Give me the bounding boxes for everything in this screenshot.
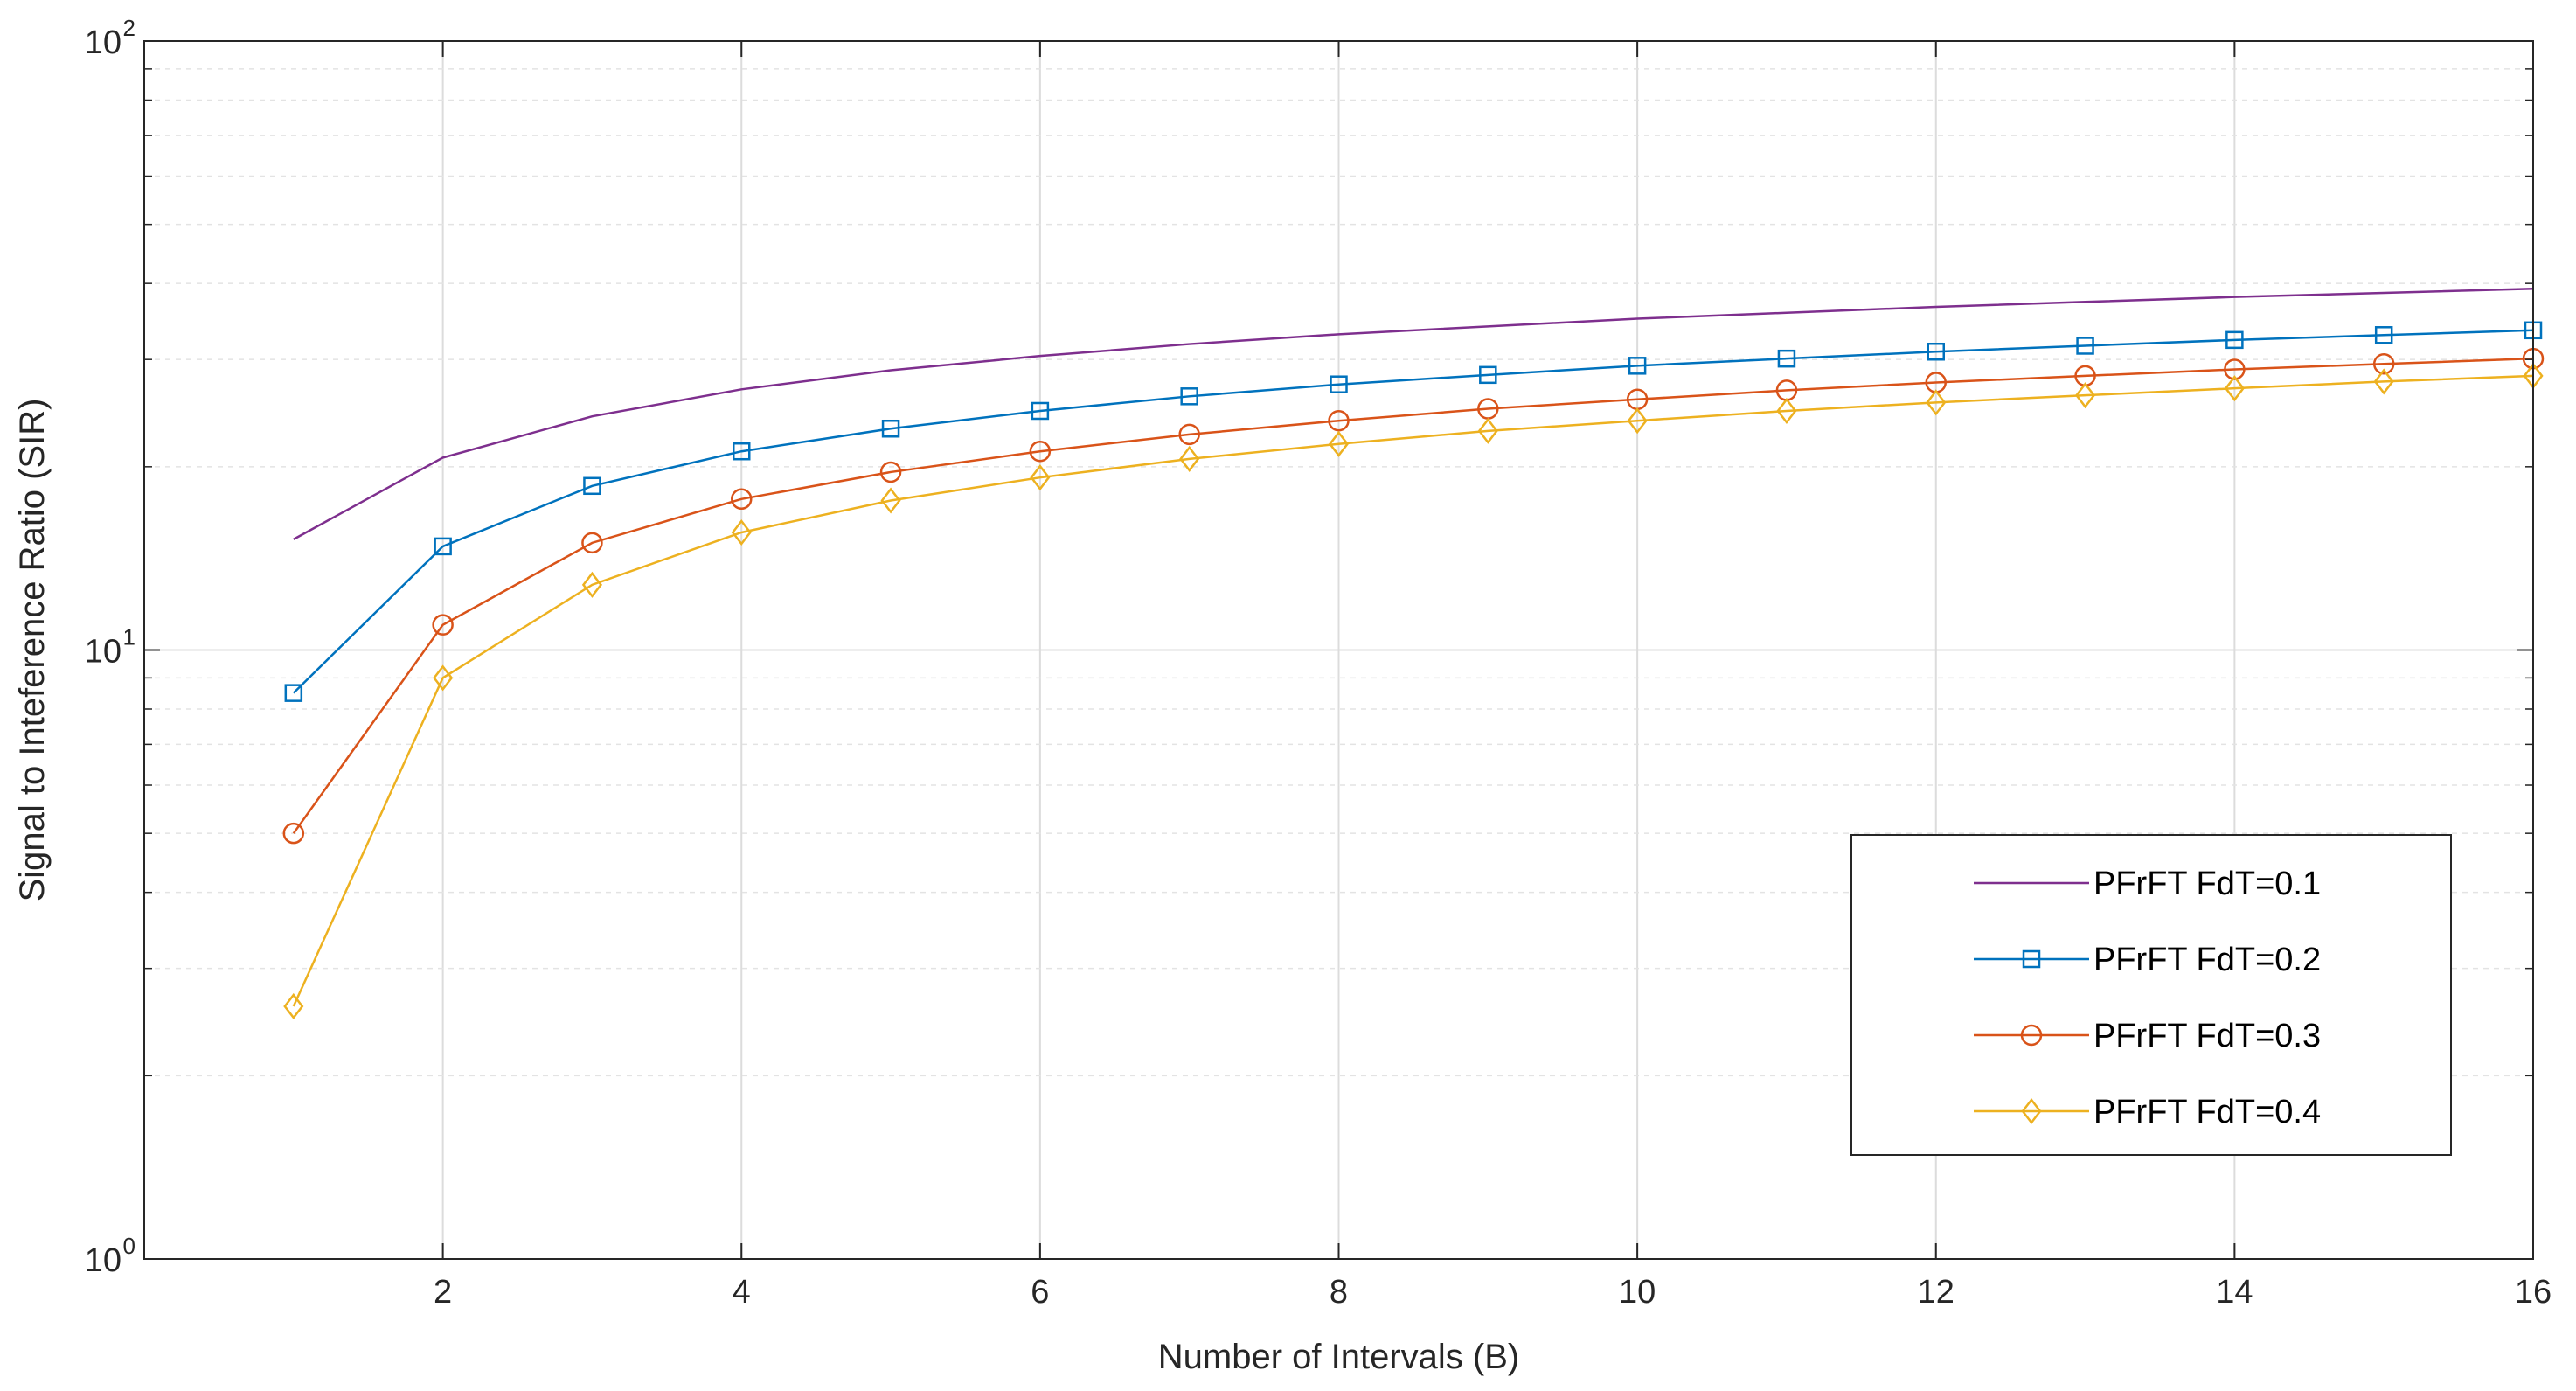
data-point — [2224, 375, 2245, 402]
legend-item: PFrFT FdT=0.3 — [1974, 1018, 2321, 1054]
x-tick-label: 10 — [1619, 1274, 1656, 1311]
data-point — [432, 614, 454, 636]
x-tick-label: 8 — [1330, 1274, 1348, 1311]
data-point — [581, 532, 603, 554]
legend: PFrFT FdT=0.1 PFrFT FdT=0.2 PFrFT FdT=0.3 P… — [1850, 834, 2452, 1156]
y-tick-label: 10 — [85, 634, 122, 671]
data-point — [1328, 430, 1350, 457]
x-tick-label: 6 — [1031, 1274, 1049, 1311]
data-point — [731, 488, 753, 511]
data-point — [581, 571, 603, 598]
y-tick-label: 10 — [85, 1242, 122, 1279]
data-point — [2372, 353, 2395, 375]
x-tick-label: 2 — [434, 1274, 452, 1311]
data-point — [2074, 382, 2096, 409]
data-point — [2224, 358, 2246, 380]
legend-label: PFrFT FdT=0.3 — [2093, 1018, 2321, 1054]
legend-item: PFrFT FdT=0.4 — [1974, 1094, 2321, 1130]
data-point — [879, 461, 902, 483]
data-point — [283, 992, 304, 1020]
series-line — [292, 329, 2534, 694]
axis-ticks — [144, 40, 2534, 1260]
x-tick-label: 4 — [733, 1274, 751, 1311]
series-line — [293, 288, 2534, 540]
series-4 — [283, 362, 2544, 1020]
series-3 — [282, 347, 2545, 845]
data-point — [1777, 349, 1796, 368]
legend-label: PFrFT FdT=0.4 — [2093, 1094, 2321, 1130]
data-point — [1330, 375, 1348, 393]
data-point — [2374, 326, 2393, 344]
data-point — [433, 664, 454, 692]
data-point — [1178, 423, 1200, 446]
data-point — [1029, 440, 1052, 463]
y-tick-exponent: 0 — [123, 1233, 135, 1259]
data-point — [733, 442, 751, 461]
data-point — [434, 537, 452, 556]
data-point — [731, 518, 752, 546]
data-point — [284, 684, 303, 702]
legend-marker — [2020, 1024, 2043, 1047]
series-1 — [293, 288, 2534, 540]
data-point — [282, 822, 305, 845]
data-point — [1628, 357, 1647, 375]
legend-item: PFrFT FdT=0.1 — [1974, 866, 2321, 902]
legend-marker — [2022, 949, 2041, 969]
data-point — [881, 419, 900, 438]
series-line — [292, 374, 2534, 1007]
x-tick-label: 16 — [2515, 1274, 2552, 1311]
legend-label: PFrFT FdT=0.2 — [2093, 942, 2321, 978]
data-point — [2225, 330, 2244, 350]
data-point — [583, 476, 601, 496]
x-tick-label: 14 — [2216, 1274, 2253, 1311]
y-tick-exponent: 1 — [123, 624, 135, 650]
data-point — [1776, 397, 1797, 425]
data-point — [1477, 417, 1498, 444]
legend-label: PFrFT FdT=0.1 — [2093, 866, 2321, 902]
data-point — [1479, 365, 1497, 385]
x-axis-label: Number of Intervals (B) — [1158, 1338, 1519, 1376]
data-point — [2076, 337, 2094, 355]
x-tick-label: 12 — [1918, 1274, 1955, 1311]
series-layer — [282, 288, 2545, 1020]
y-tick-exponent: 2 — [123, 15, 135, 41]
data-point — [1927, 342, 1945, 361]
data-point — [1180, 387, 1198, 406]
series-line — [292, 357, 2534, 834]
legend-box — [1850, 834, 2452, 1156]
data-point — [1926, 389, 1947, 416]
data-point — [1179, 445, 1200, 472]
data-point — [880, 487, 901, 514]
data-point — [1328, 409, 1350, 432]
series-2 — [284, 321, 2543, 702]
data-point — [1627, 407, 1648, 435]
legend-item: PFrFT FdT=0.2 — [1974, 942, 2321, 978]
y-axis-label: Signal to Inteference Ratio (SIR) — [13, 399, 52, 902]
legend-marker — [2021, 1097, 2042, 1125]
data-point — [1030, 464, 1051, 491]
data-point — [1031, 401, 1050, 421]
data-point — [2373, 368, 2394, 395]
y-tick-label: 10 — [85, 24, 122, 61]
